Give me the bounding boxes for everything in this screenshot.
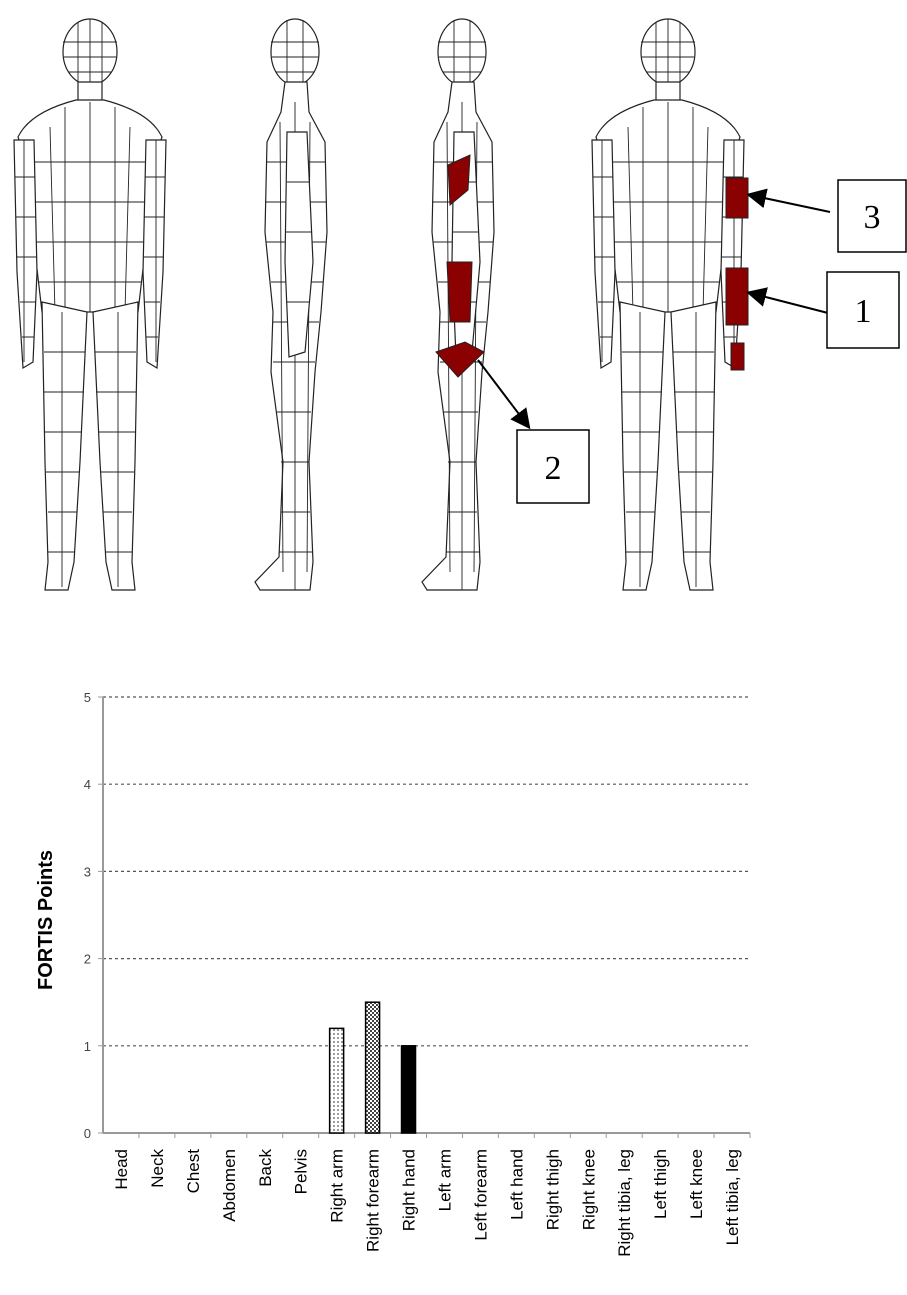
callout-label: 1: [855, 293, 872, 330]
x-tick-label: Left hand: [507, 1149, 526, 1220]
arrow: [750, 293, 828, 313]
y-tick-label: 4: [84, 777, 91, 792]
y-tick-label: 5: [84, 690, 91, 705]
x-tick-label: Right thigh: [543, 1149, 562, 1230]
x-tick-label: Right hand: [400, 1149, 419, 1231]
callout-label: 3: [864, 199, 881, 236]
x-tick-label: Right arm: [328, 1149, 347, 1223]
injury-patch: [726, 178, 748, 218]
x-tick-label: Right forearm: [364, 1149, 383, 1252]
x-tick-label: Left tibia, leg: [723, 1149, 742, 1245]
injury-patch: [447, 262, 472, 322]
body-models: 3 1 2: [14, 19, 906, 590]
x-tick-label: Right tibia, leg: [615, 1149, 634, 1257]
y-tick-label: 0: [84, 1126, 91, 1141]
bar: [330, 1028, 344, 1133]
injury-patch: [731, 343, 744, 370]
arrow: [750, 195, 830, 212]
body-front: [14, 19, 166, 590]
arrow: [478, 360, 528, 426]
x-tick-label: Chest: [184, 1149, 203, 1194]
body-side: [255, 19, 327, 590]
callout-label: 2: [545, 450, 562, 487]
bar: [366, 1002, 380, 1133]
x-tick-label: Neck: [148, 1149, 167, 1188]
x-tick-label: Pelvis: [292, 1149, 311, 1194]
x-tick-label: Left arm: [435, 1149, 454, 1211]
x-tick-label: Head: [112, 1149, 131, 1190]
x-tick-label: Left thigh: [651, 1149, 670, 1219]
x-tick-label: Back: [256, 1149, 275, 1187]
injury-patch: [726, 268, 748, 325]
chart: FORTIS Points 0 1 2 3 4 5 Head Neck Chest Abdomen…: [35, 690, 750, 1257]
x-tick-label: Left knee: [687, 1149, 706, 1219]
x-tick-label: Abdomen: [220, 1149, 239, 1222]
y-tick-label: 1: [84, 1039, 91, 1054]
y-tick-label: 2: [84, 952, 91, 967]
body-back: [592, 19, 744, 590]
x-tick-label: Left forearm: [471, 1149, 490, 1241]
bar: [402, 1046, 416, 1133]
figure: 3 1 2 FORTIS Points 0 1 2 3 4 5 Head Neck Chest A…: [0, 0, 907, 1295]
y-tick-label: 3: [84, 864, 91, 879]
x-tick-label: Right knee: [579, 1149, 598, 1230]
y-axis-title: FORTIS Points: [35, 850, 57, 990]
